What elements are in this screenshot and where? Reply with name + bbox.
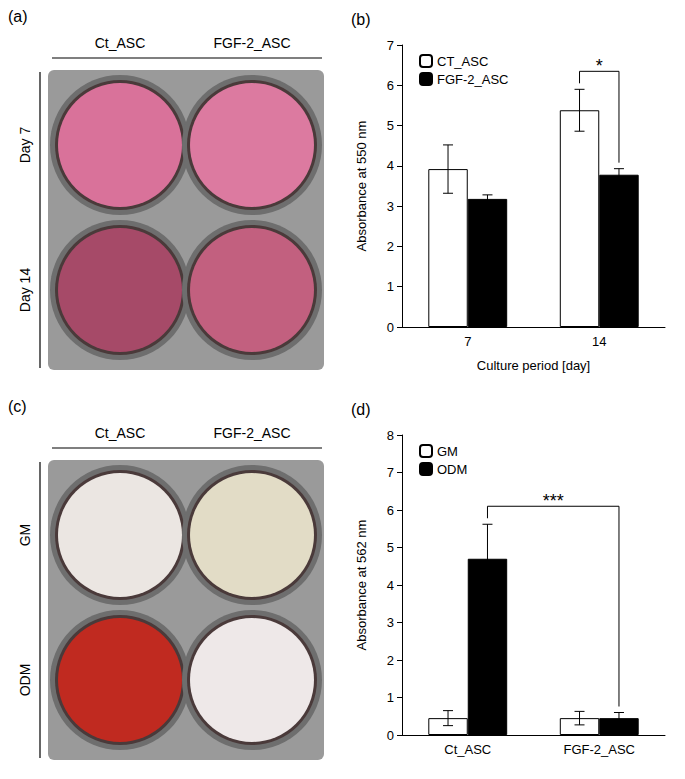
svg-text:4: 4 bbox=[387, 158, 394, 173]
svg-text:(a): (a) bbox=[8, 8, 28, 25]
svg-text:3: 3 bbox=[387, 615, 394, 630]
svg-text:7: 7 bbox=[387, 465, 394, 480]
svg-text:0: 0 bbox=[387, 320, 394, 335]
svg-text:14: 14 bbox=[592, 334, 606, 349]
svg-text:1: 1 bbox=[387, 279, 394, 294]
svg-text:2: 2 bbox=[387, 239, 394, 254]
svg-text:GM: GM bbox=[437, 444, 458, 459]
svg-text:0: 0 bbox=[387, 728, 394, 743]
svg-text:5: 5 bbox=[387, 118, 394, 133]
svg-text:Culture period [day]: Culture period [day] bbox=[477, 358, 590, 373]
svg-text:*: * bbox=[596, 56, 603, 76]
svg-text:7: 7 bbox=[387, 38, 394, 53]
svg-text:ODM: ODM bbox=[437, 462, 467, 477]
svg-text:5: 5 bbox=[387, 540, 394, 555]
svg-text:Ct_ASC: Ct_ASC bbox=[95, 35, 146, 51]
svg-text:6: 6 bbox=[387, 503, 394, 518]
svg-text:FGF-2_ASC: FGF-2_ASC bbox=[563, 742, 635, 757]
svg-text:6: 6 bbox=[387, 78, 394, 93]
svg-text:Day 7: Day 7 bbox=[17, 127, 33, 164]
svg-text:***: *** bbox=[543, 491, 564, 511]
svg-text:Ct_ASC: Ct_ASC bbox=[95, 425, 146, 441]
svg-text:CT_ASC: CT_ASC bbox=[437, 54, 488, 69]
svg-text:(d): (d) bbox=[351, 401, 371, 418]
svg-text:Ct_ASC: Ct_ASC bbox=[444, 742, 491, 757]
svg-text:Absorbance at 550 nm: Absorbance at 550 nm bbox=[354, 121, 369, 252]
svg-text:4: 4 bbox=[387, 578, 394, 593]
svg-text:Day 14: Day 14 bbox=[17, 268, 33, 313]
svg-text:8: 8 bbox=[387, 428, 394, 443]
svg-text:2: 2 bbox=[387, 653, 394, 668]
svg-text:3: 3 bbox=[387, 199, 394, 214]
svg-text:(c): (c) bbox=[8, 398, 27, 415]
svg-text:FGF-2_ASC: FGF-2_ASC bbox=[213, 425, 290, 441]
svg-text:GM: GM bbox=[17, 524, 33, 547]
svg-text:1: 1 bbox=[387, 690, 394, 705]
svg-text:FGF-2_ASC: FGF-2_ASC bbox=[213, 35, 290, 51]
svg-text:7: 7 bbox=[464, 334, 471, 349]
svg-text:ODM: ODM bbox=[17, 664, 33, 697]
svg-text:FGF-2_ASC: FGF-2_ASC bbox=[437, 72, 509, 87]
svg-text:(b): (b) bbox=[351, 11, 371, 28]
svg-text:Absorbance at 562 nm: Absorbance at 562 nm bbox=[354, 520, 369, 651]
